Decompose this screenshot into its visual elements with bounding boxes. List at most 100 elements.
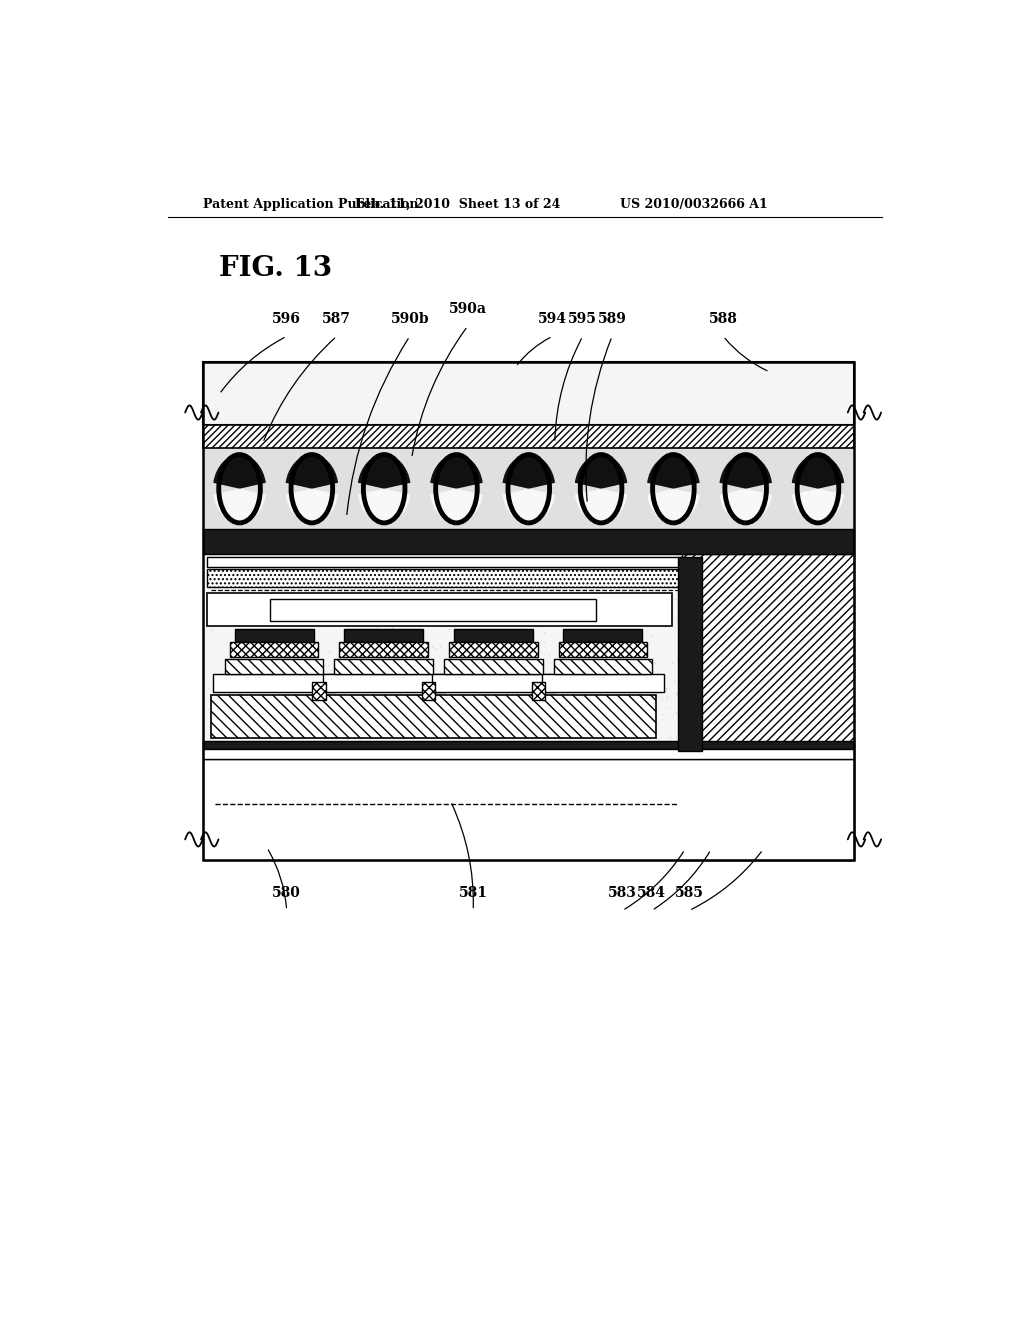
Point — [272, 817, 289, 838]
Point — [429, 838, 445, 859]
Point — [346, 610, 362, 631]
Point — [626, 755, 642, 776]
Point — [469, 807, 485, 828]
Point — [625, 589, 641, 610]
Point — [377, 653, 393, 675]
Point — [543, 780, 559, 801]
Point — [635, 652, 651, 673]
Point — [202, 804, 218, 825]
Point — [444, 576, 461, 597]
Point — [595, 587, 611, 609]
Bar — [211, 696, 656, 738]
Bar — [204, 748, 854, 759]
Point — [521, 780, 538, 801]
Point — [587, 702, 603, 723]
Point — [466, 576, 482, 597]
Point — [461, 652, 477, 673]
Point — [577, 756, 593, 777]
Point — [536, 631, 552, 652]
Point — [410, 612, 426, 634]
Point — [559, 598, 575, 619]
Point — [651, 813, 668, 834]
Point — [313, 846, 330, 867]
Point — [669, 612, 685, 634]
Point — [667, 837, 683, 858]
Point — [488, 642, 505, 663]
Point — [653, 787, 670, 808]
Point — [474, 561, 490, 582]
Point — [461, 675, 477, 696]
Point — [489, 579, 506, 601]
Point — [449, 838, 465, 859]
Text: 581: 581 — [459, 886, 487, 900]
Point — [283, 789, 299, 810]
Wedge shape — [286, 488, 338, 523]
Point — [662, 727, 678, 748]
Point — [355, 768, 372, 789]
Point — [613, 552, 630, 573]
Text: FIG. 13: FIG. 13 — [219, 255, 333, 281]
Point — [417, 648, 433, 669]
Point — [386, 649, 402, 671]
Point — [656, 616, 673, 638]
Point — [332, 731, 348, 752]
Point — [463, 628, 479, 649]
Point — [280, 805, 296, 826]
Point — [319, 763, 336, 784]
Point — [536, 685, 552, 706]
Point — [386, 647, 402, 668]
Point — [517, 675, 534, 696]
Point — [265, 680, 282, 701]
Point — [384, 616, 400, 638]
Point — [608, 713, 625, 734]
Point — [626, 557, 642, 578]
Point — [319, 552, 336, 573]
Point — [374, 690, 390, 711]
Point — [657, 697, 674, 718]
Point — [485, 566, 502, 587]
Point — [616, 651, 633, 672]
Point — [559, 825, 575, 846]
Point — [488, 557, 505, 578]
Wedge shape — [574, 488, 628, 523]
Point — [501, 638, 517, 659]
Point — [516, 669, 532, 690]
Point — [406, 556, 422, 577]
Bar — [678, 557, 701, 751]
Point — [538, 833, 554, 854]
Point — [561, 718, 578, 739]
Point — [252, 734, 268, 755]
Point — [502, 583, 518, 605]
Point — [508, 573, 524, 594]
Point — [435, 764, 452, 785]
Point — [340, 729, 356, 750]
Point — [654, 689, 671, 710]
Point — [590, 628, 606, 649]
Bar — [224, 659, 324, 675]
Point — [345, 677, 361, 698]
Point — [668, 727, 684, 748]
Point — [522, 644, 539, 665]
Point — [278, 754, 294, 775]
Point — [542, 594, 558, 615]
Point — [413, 801, 429, 822]
Point — [556, 780, 572, 801]
Point — [427, 754, 443, 775]
Point — [659, 610, 676, 631]
Point — [540, 784, 556, 805]
Point — [593, 586, 609, 607]
Point — [306, 729, 323, 750]
Point — [356, 722, 373, 743]
Point — [649, 713, 666, 734]
Point — [420, 727, 436, 748]
Point — [511, 830, 527, 851]
Point — [301, 595, 317, 616]
Point — [244, 789, 260, 810]
Point — [478, 820, 495, 841]
Point — [531, 572, 548, 593]
Point — [634, 755, 650, 776]
Point — [631, 689, 647, 710]
Point — [508, 698, 524, 719]
Point — [392, 800, 409, 821]
Point — [365, 560, 381, 581]
